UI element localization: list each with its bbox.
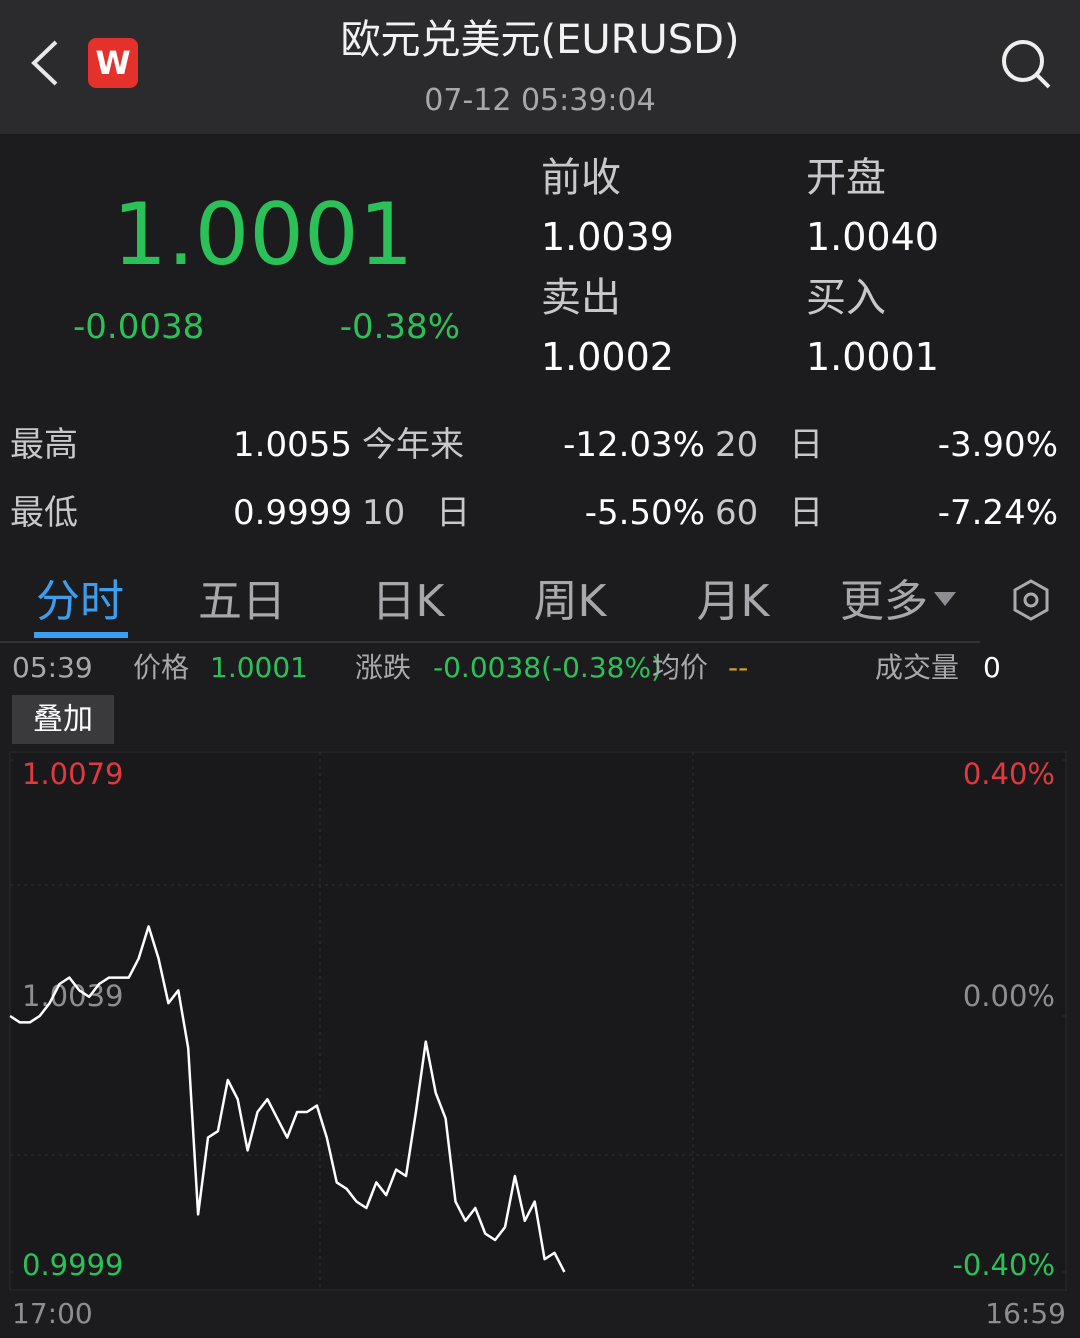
info-volume: 0	[983, 651, 1001, 684]
field-value: 1.0002	[541, 335, 674, 379]
chart-tab[interactable]: 分时	[36, 576, 124, 627]
stat-value: -12.03%	[563, 425, 705, 465]
info-price: 1.0001	[210, 651, 308, 684]
y-tick-label: 1.0079	[22, 757, 123, 791]
tab-indicator	[34, 632, 128, 638]
field-label: 卖出	[541, 275, 621, 321]
stat-label: 最低	[10, 493, 78, 533]
overlay-button[interactable]: 叠加	[12, 695, 114, 744]
field-label: 买入	[806, 275, 886, 321]
stat-label: 最高	[10, 425, 78, 465]
last-price: 1.0001	[112, 185, 414, 285]
info-change: -0.0038(-0.38%)	[433, 651, 662, 684]
header-bar	[0, 0, 1080, 134]
chart-tab[interactable]: 月K	[696, 576, 770, 627]
info-volume-label: 成交量	[875, 651, 960, 684]
stat-value: -5.50%	[584, 493, 705, 533]
info-change-label: 涨跌	[355, 651, 412, 684]
dropdown-arrow[interactable]	[934, 592, 956, 606]
stat-value: -3.90%	[937, 425, 1058, 465]
field-value: 1.0040	[806, 215, 939, 259]
price-change-pct: -0.38%	[339, 307, 460, 347]
page-title: 欧元兑美元(EURUSD)	[340, 17, 740, 63]
chart-tab[interactable]: 日K	[371, 576, 445, 627]
app-logo[interactable]: W	[88, 38, 138, 88]
back-button[interactable]	[28, 38, 62, 88]
chart-tab[interactable]: 周K	[533, 576, 607, 627]
field-label: 前收	[541, 155, 621, 201]
search-button[interactable]	[1000, 38, 1052, 90]
quote-time: 07-12 05:39:04	[424, 83, 656, 118]
settings-button[interactable]	[1010, 578, 1052, 622]
stat-label: 今年来	[362, 425, 464, 465]
x-start-label: 17:00	[12, 1297, 93, 1330]
plot-area	[9, 751, 1067, 1291]
stat-label: 60 日	[715, 493, 824, 533]
y-tick-label: 1.0039	[22, 979, 123, 1013]
stat-value: -7.24%	[937, 493, 1058, 533]
chart-tab[interactable]: 五日	[198, 576, 286, 627]
price-chart: 17:00 16:59 1.0079 1.0039 0.9999 0.40% 0.00%…	[9, 751, 1067, 1330]
info-price-label: 价格	[133, 651, 190, 684]
field-label: 开盘	[806, 155, 886, 201]
y2-tick-label: 0.40%	[963, 757, 1055, 791]
x-end-label: 16:59	[985, 1297, 1066, 1330]
y2-tick-label: 0.00%	[963, 979, 1055, 1013]
stat-label: 20 日	[715, 425, 824, 465]
price-line	[9, 925, 566, 1273]
field-value: 1.0039	[541, 215, 674, 259]
info-avg-label: 均价	[652, 651, 709, 684]
info-avg: --	[728, 651, 749, 684]
stat-label: 10 日	[362, 493, 471, 533]
divider	[0, 641, 980, 643]
stat-value: 0.9999	[233, 493, 352, 533]
info-time: 05:39	[12, 651, 93, 684]
field-value: 1.0001	[806, 335, 939, 379]
stat-value: 1.0055	[233, 425, 352, 465]
y-tick-label: 0.9999	[22, 1248, 123, 1282]
y2-tick-label: -0.40%	[952, 1248, 1055, 1282]
price-change: -0.0038	[73, 307, 205, 347]
chart-tab[interactable]: 更多	[840, 576, 928, 627]
